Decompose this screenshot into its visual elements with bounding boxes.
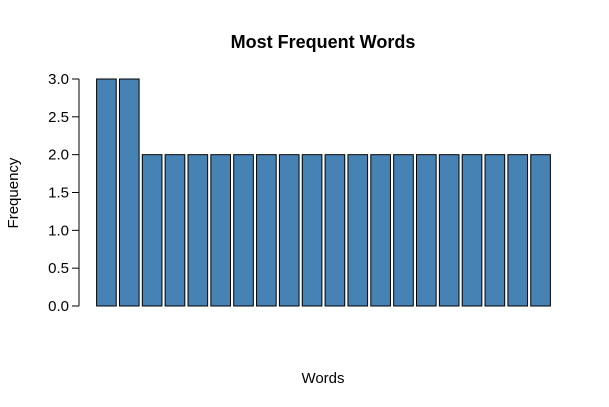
chart-title: Most Frequent Words — [231, 32, 416, 52]
bar-9 — [278, 154, 300, 307]
y-tick-label: 1.5 — [48, 185, 69, 202]
bar-4 — [164, 154, 186, 307]
bar-1 — [96, 78, 117, 307]
bar-12 — [347, 154, 369, 307]
bar-17 — [461, 154, 483, 307]
y-axis: 0.0 0.5 1.0 1.5 2.0 2.5 3.0 — [48, 71, 80, 315]
y-axis-label: Frequency — [5, 157, 22, 228]
bar-16 — [438, 154, 460, 307]
bar-18 — [484, 154, 506, 307]
bar-14 — [393, 154, 414, 307]
bar-19 — [507, 154, 529, 307]
bar-6 — [210, 154, 232, 307]
bar-5 — [187, 154, 209, 307]
bars — [96, 78, 551, 307]
bar-13 — [370, 154, 391, 307]
bar-10 — [301, 154, 323, 307]
bar-8 — [256, 154, 277, 307]
y-tick-label: 0.5 — [48, 260, 69, 277]
y-tick-label: 1.0 — [48, 222, 69, 239]
y-tick-label: 2.0 — [48, 147, 69, 164]
y-tick-label: 2.5 — [48, 109, 69, 126]
bar-3 — [141, 154, 163, 307]
bar-20 — [530, 154, 551, 307]
y-tick-label: 3.0 — [48, 71, 69, 88]
y-tick-label: 0.0 — [48, 298, 69, 315]
bar-2 — [118, 78, 140, 307]
bar-15 — [416, 154, 437, 307]
bar-7 — [233, 154, 254, 307]
x-axis-label: Words — [301, 370, 344, 387]
bar-11 — [324, 154, 346, 307]
